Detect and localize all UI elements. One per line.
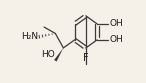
Text: OH: OH: [109, 35, 123, 44]
Text: F: F: [83, 53, 89, 63]
Polygon shape: [54, 48, 63, 62]
Text: OH: OH: [109, 19, 123, 28]
Text: H₂N: H₂N: [21, 32, 39, 41]
Text: HO: HO: [41, 50, 55, 59]
